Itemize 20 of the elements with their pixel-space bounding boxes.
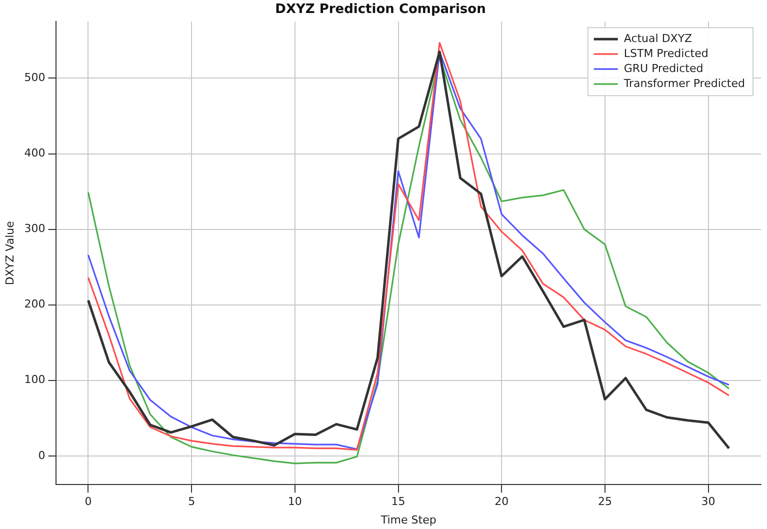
x-tick-label: 10	[288, 495, 302, 508]
y-tick-label: 400	[24, 146, 46, 160]
legend-label: LSTM Predicted	[624, 46, 708, 60]
chart-title: DXYZ Prediction Comparison	[275, 2, 486, 18]
y-axis-title: DXYZ Value	[3, 220, 16, 286]
legend-label: GRU Predicted	[624, 62, 704, 75]
y-tick-label: 0	[38, 448, 46, 462]
x-tick-label: 20	[494, 495, 509, 508]
legend-label: Actual DXYZ	[624, 32, 693, 45]
x-tick-label: 0	[84, 495, 92, 508]
y-tick-label: 100	[24, 373, 46, 386]
x-tick-label: 30	[701, 495, 716, 508]
x-tick-label: 5	[188, 495, 196, 508]
y-tick-label: 200	[24, 298, 46, 311]
x-tick-label: 15	[391, 495, 406, 508]
x-tick-label: 25	[598, 495, 612, 508]
y-tick-label: 500	[24, 71, 46, 84]
legend-label: Transformer Predicted	[622, 76, 745, 90]
x-axis-title: Time Step	[380, 513, 436, 526]
y-tick-label: 300	[24, 222, 46, 236]
